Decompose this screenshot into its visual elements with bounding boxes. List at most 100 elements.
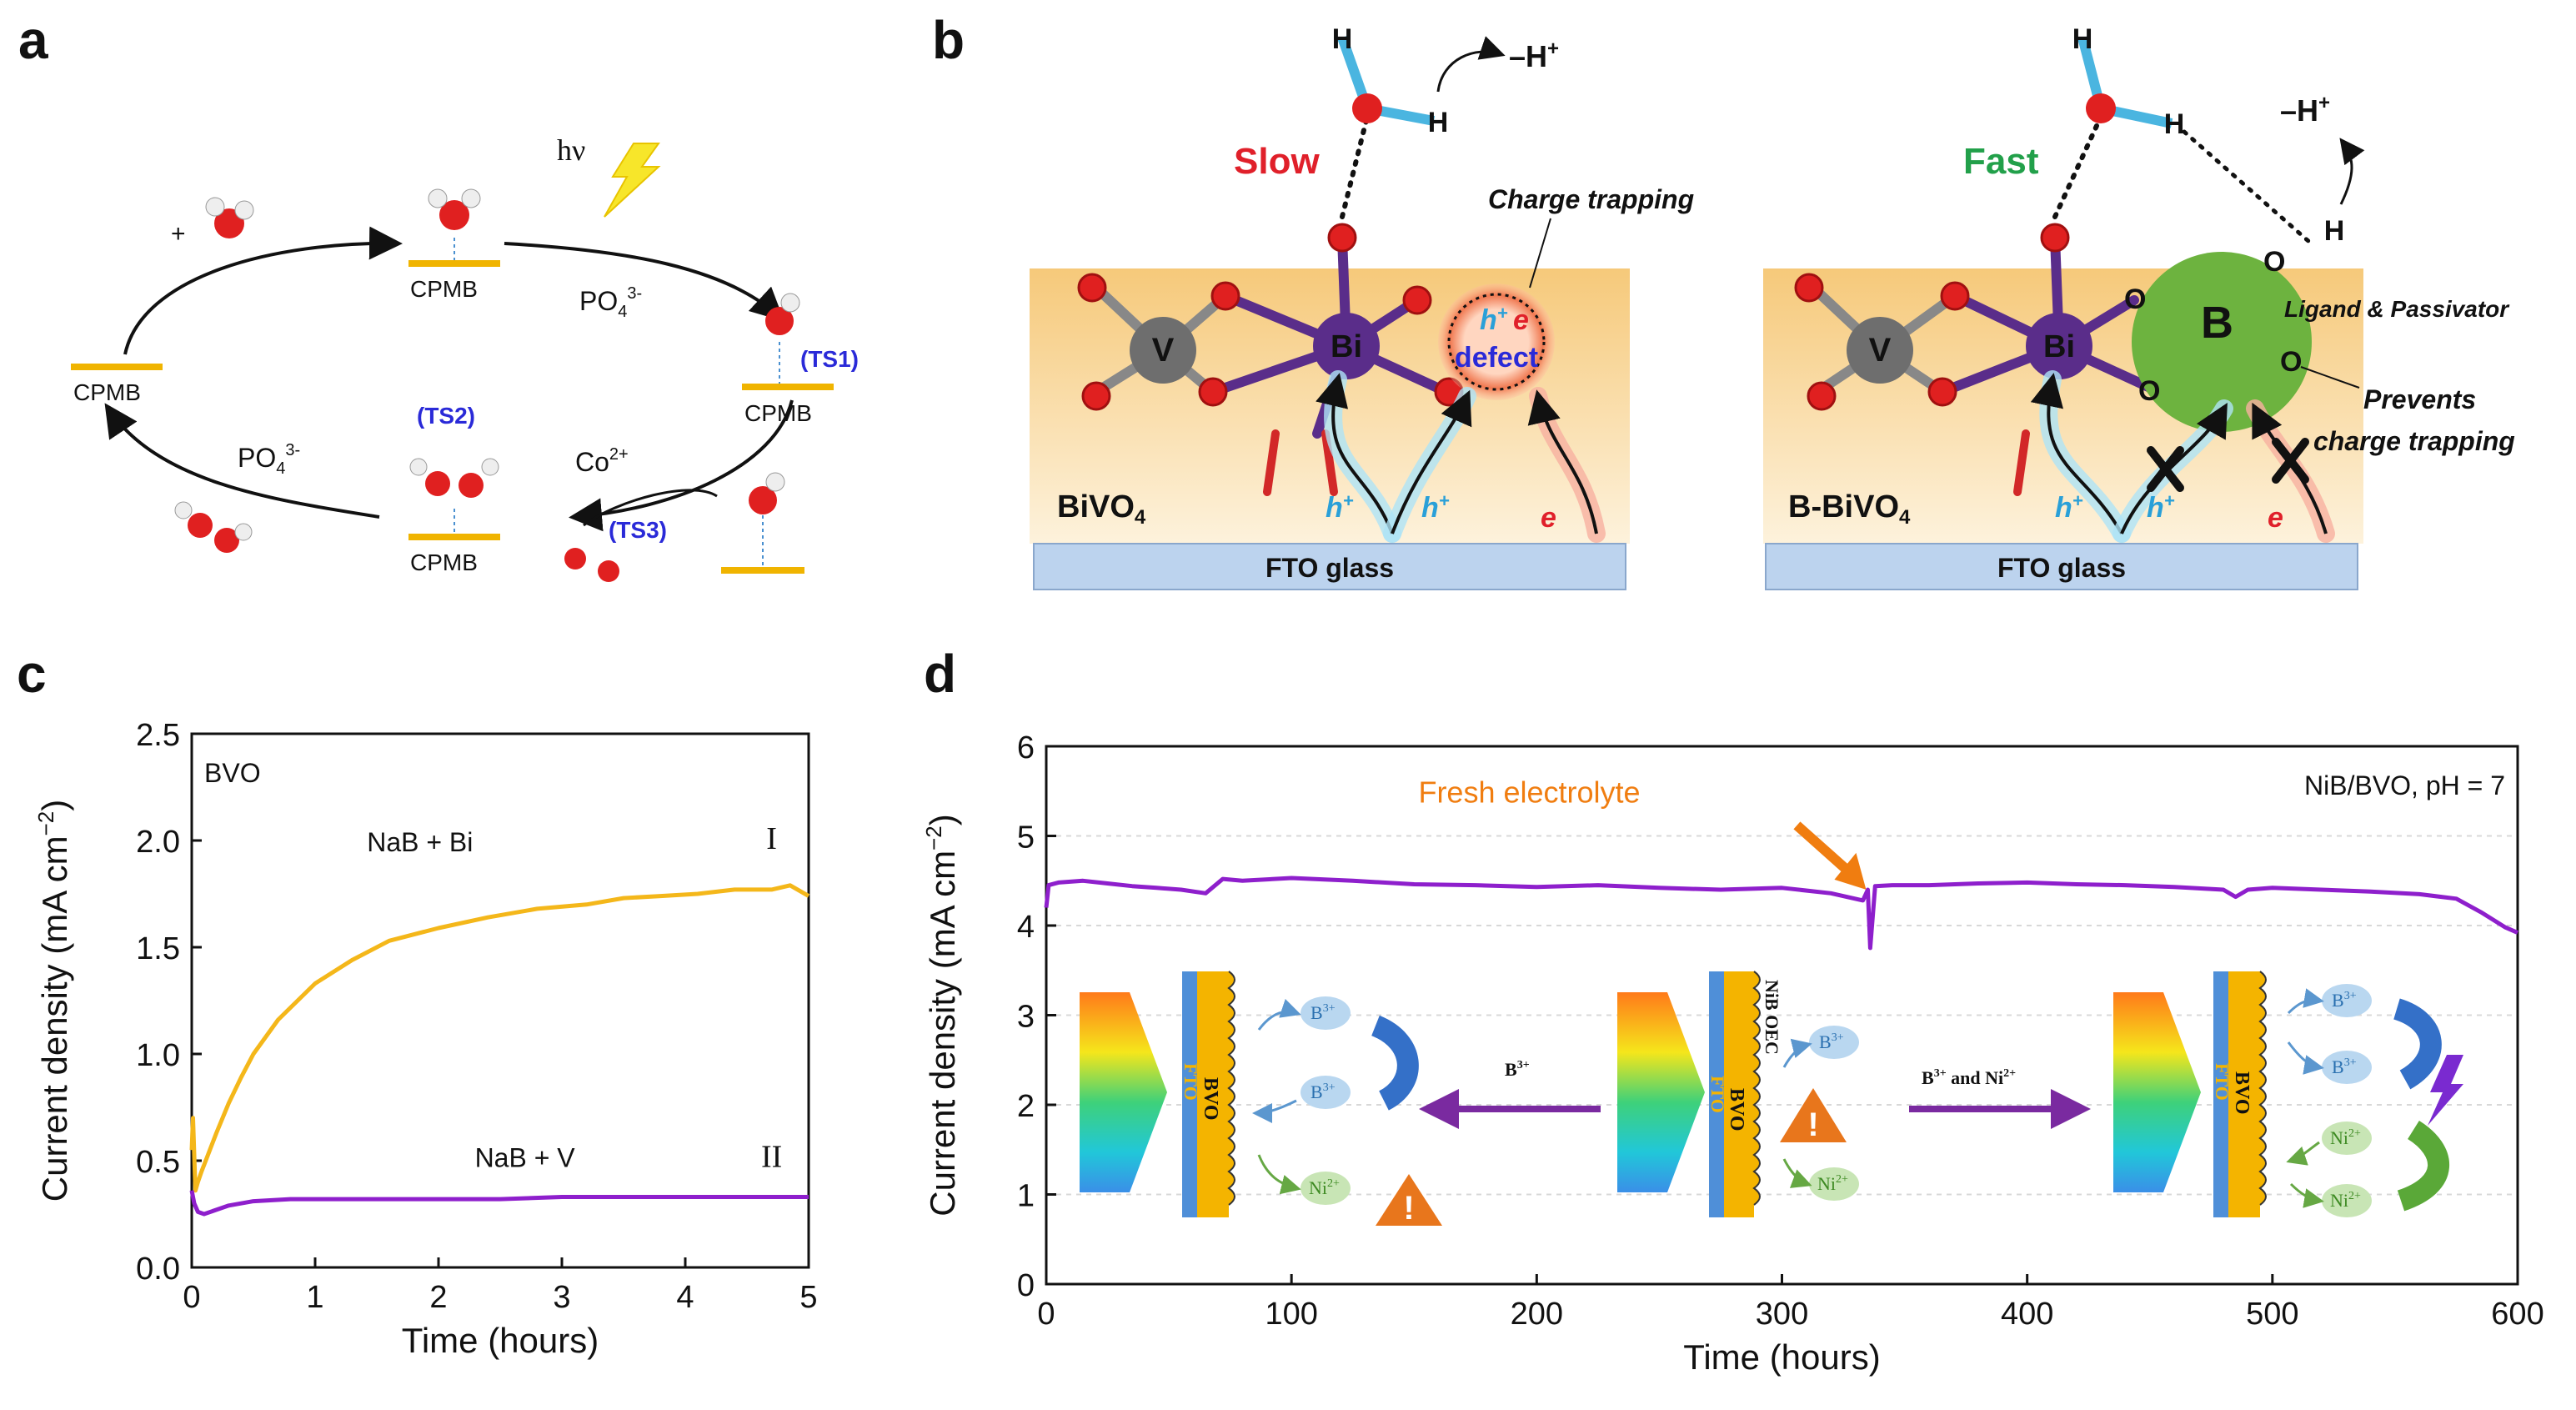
water-oxygen-right bbox=[2086, 93, 2116, 123]
cpmb-bar-bottom bbox=[408, 534, 500, 540]
ni2-cycle-arrow-right bbox=[2397, 1120, 2450, 1212]
cpmb-bar-left bbox=[71, 364, 163, 370]
y-tick-label: 1.0 bbox=[136, 1038, 180, 1073]
fto-glass-label-left: FTO glass bbox=[1265, 553, 1394, 583]
x-tick-label: 500 bbox=[2246, 1297, 2298, 1332]
plus-sign: + bbox=[171, 220, 186, 248]
y-axis-label: Current density (mA cm−2) bbox=[33, 800, 74, 1202]
light-gradient-right bbox=[2113, 992, 2201, 1192]
b-bivo4-scheme: FTO glass V Bi bbox=[1763, 23, 2515, 590]
panel-b-letter: b bbox=[932, 10, 965, 70]
bismuth-atom-left bbox=[1313, 313, 1380, 379]
series-line-0 bbox=[1044, 876, 2518, 951]
ni2-bubble-right-1 bbox=[2322, 1121, 2372, 1155]
ts3-label: (TS3) bbox=[609, 517, 667, 543]
y-axis-label: Current density (mA cm−2) bbox=[921, 814, 962, 1216]
panel-d-inset-schematic: FTO BVO B3+ B3+ Ni2+ ! B3+ FTO BVO NiB bbox=[1080, 971, 2463, 1227]
cpmb-bar-top bbox=[408, 260, 500, 267]
defect-label: defect bbox=[1455, 342, 1538, 374]
ni2-bubble-left bbox=[1301, 1172, 1351, 1205]
cycle-arrow-bottom-right bbox=[569, 399, 794, 532]
panel-a: a CPMB CPMB CPMB CPMB + bbox=[18, 10, 859, 582]
y-tick-label: 4 bbox=[1017, 910, 1035, 945]
y-tick-label: 2 bbox=[1017, 1089, 1035, 1124]
svg-text:PO43-: PO43- bbox=[579, 284, 642, 321]
x-tick-label: 4 bbox=[676, 1280, 694, 1315]
series-label-nab-bi: NaB + Bi bbox=[367, 827, 473, 857]
panel-c-letter: c bbox=[17, 644, 47, 704]
fto-bar-middle bbox=[1709, 971, 1724, 1217]
series-line-1 bbox=[189, 1190, 809, 1217]
bvo-text-middle: BVO bbox=[1726, 1088, 1747, 1132]
hole-label-left-1: h+ bbox=[1326, 490, 1354, 524]
water-molecule-free bbox=[205, 197, 254, 238]
b3-arrow-label: B3+ bbox=[1505, 1059, 1530, 1080]
bivo4-scheme: FTO glass V Bi bbox=[1030, 23, 1694, 590]
fto-text-left: FTO bbox=[1180, 1063, 1201, 1101]
x-tick-label: 1 bbox=[306, 1280, 323, 1315]
ni2-bubble-middle bbox=[1809, 1167, 1859, 1201]
b3-ni2-arrow-label: B3+ and Ni2+ bbox=[1922, 1067, 2016, 1088]
ni2-bubble-right-2 bbox=[2322, 1184, 2372, 1217]
light-gradient-left bbox=[1080, 992, 1167, 1192]
y-tick-label: 0.0 bbox=[136, 1252, 180, 1287]
fresh-electrolyte-label: Fresh electrolyte bbox=[1418, 775, 1640, 810]
x-axis-label: Time (hours) bbox=[402, 1321, 599, 1360]
fresh-electrolyte-arrowhead bbox=[1834, 852, 1867, 890]
hole-label-left-2: h+ bbox=[1421, 490, 1450, 524]
cycle-arrow-top-right bbox=[504, 242, 784, 322]
po4-label-bottom: PO43- bbox=[238, 441, 300, 478]
svg-text:O: O bbox=[2138, 375, 2160, 407]
minus-h-label-left: –H+ bbox=[1509, 38, 1559, 73]
cycle-arrow-bottom-left bbox=[104, 403, 380, 519]
oxygen-atoms-left bbox=[1077, 223, 1464, 411]
boron-h-label: H bbox=[2324, 215, 2345, 247]
oxygen-molecule bbox=[564, 548, 619, 582]
defect-glow bbox=[1438, 284, 1555, 400]
ni2-label-middle: Ni2+ bbox=[1817, 1173, 1848, 1194]
bvo-bar-left bbox=[1197, 971, 1229, 1217]
fast-label: Fast bbox=[1963, 141, 2039, 182]
hydroxyl-ts3 bbox=[749, 472, 785, 514]
chart-c: 0 1 2 3 4 5 0.0 0.5 1.0 1.5 2.0 2.5 Time (hours) Curr… bbox=[33, 718, 818, 1360]
ts1-label: (TS1) bbox=[800, 346, 859, 372]
svg-text:O: O bbox=[2280, 346, 2302, 378]
x-tick-label: 100 bbox=[1265, 1297, 1317, 1332]
water-h-right-right: H bbox=[2164, 108, 2185, 140]
vanadium-atom-right bbox=[1847, 317, 1913, 384]
lightning-icon bbox=[604, 143, 661, 218]
bismuth-atom-right bbox=[2026, 313, 2092, 379]
ni2-label-right-1: Ni2+ bbox=[2330, 1127, 2361, 1148]
cpmb-bar-ts3 bbox=[721, 567, 804, 574]
b3-cycle-arrow-right bbox=[2393, 998, 2442, 1090]
y-tick-label: 0 bbox=[1017, 1268, 1035, 1303]
bvo-text-right: BVO bbox=[2231, 1071, 2253, 1115]
b3-label-right-2: B3+ bbox=[2332, 1056, 2357, 1077]
b3-bubble-middle bbox=[1809, 1026, 1859, 1059]
cycle-arrow-top-left bbox=[123, 226, 403, 355]
panel-d-letter: d bbox=[924, 644, 956, 704]
charge-trapping-label: Charge trapping bbox=[1488, 184, 1694, 214]
fto-bar-left bbox=[1182, 971, 1197, 1217]
b-bivo4-label: B-BiVO4 bbox=[1788, 489, 1911, 529]
x-tick-label: 400 bbox=[2001, 1297, 2053, 1332]
series-line-0 bbox=[189, 883, 810, 1193]
prevents-label-2: charge trapping bbox=[2313, 426, 2515, 456]
x-tick-label: 600 bbox=[2491, 1297, 2543, 1332]
x-tick-label: 0 bbox=[183, 1280, 200, 1315]
corner-label: BVO bbox=[204, 758, 261, 788]
b3-bubble-right-1 bbox=[2322, 984, 2372, 1017]
peroxide-ts2 bbox=[409, 458, 499, 498]
warning-mark-middle: ! bbox=[1807, 1106, 1818, 1143]
hydroxyl-ts1 bbox=[765, 293, 800, 335]
panel-c: c 0 1 2 3 4 5 0.0 0.5 1.0 1.5 2.0 2.5 Time (hours) Cu… bbox=[17, 644, 818, 1360]
chart-d: 0 100 200 300 400 500 600 0 1 2 3 4 5 6 Time (hours) Cu… bbox=[921, 730, 2544, 1377]
warning-icon-middle bbox=[1780, 1088, 1847, 1142]
po4-label-top: PO43- bbox=[579, 284, 642, 321]
boron-complex: O O O O B bbox=[2124, 246, 2302, 407]
cpmb-label-top: CPMB bbox=[410, 276, 478, 302]
y-tick-label: 0.5 bbox=[136, 1145, 180, 1180]
fto-glass-left bbox=[1033, 543, 1626, 590]
y-tick-label: 6 bbox=[1017, 730, 1035, 765]
